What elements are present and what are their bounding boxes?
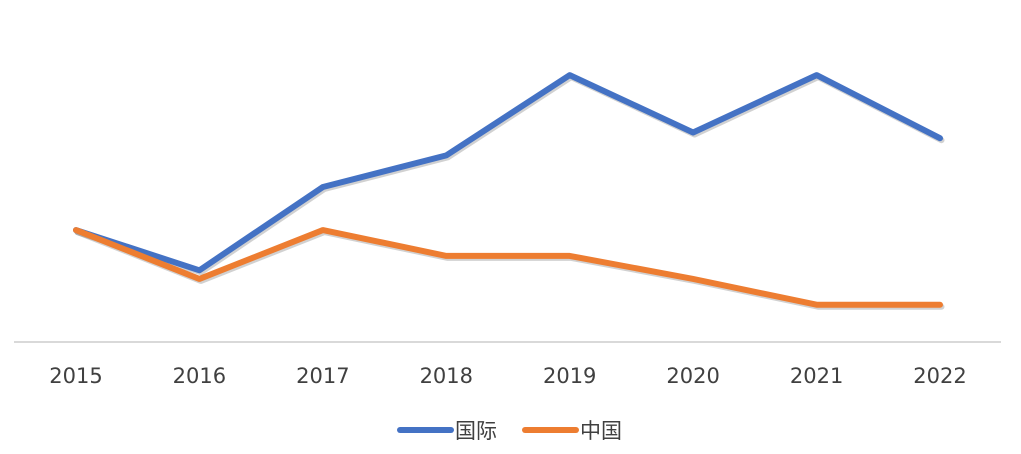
x-tick-label: 2022 — [913, 364, 966, 388]
series-line-shadow — [74, 74, 945, 276]
series-line-0 — [73, 72, 943, 274]
legend: 国际 中国 — [397, 419, 622, 443]
x-tick-label: 2017 — [296, 364, 349, 388]
legend-item: 国际 — [397, 419, 497, 443]
x-tick-label: 2018 — [420, 364, 473, 388]
x-tick-label: 2019 — [543, 364, 596, 388]
plot-area — [73, 72, 945, 310]
x-tick-label: 2021 — [790, 364, 843, 388]
legend-item: 中国 — [522, 419, 622, 443]
x-tick-label: 2016 — [173, 364, 226, 388]
legend-label: 中国 — [580, 419, 622, 443]
legend-label: 国际 — [455, 419, 497, 443]
x-tick-label: 2015 — [49, 364, 102, 388]
x-axis-tick-labels: 2015 2016 2017 2018 2019 2020 2021 2022 — [49, 364, 966, 388]
series-line-1 — [73, 227, 943, 308]
x-tick-label: 2020 — [666, 364, 719, 388]
